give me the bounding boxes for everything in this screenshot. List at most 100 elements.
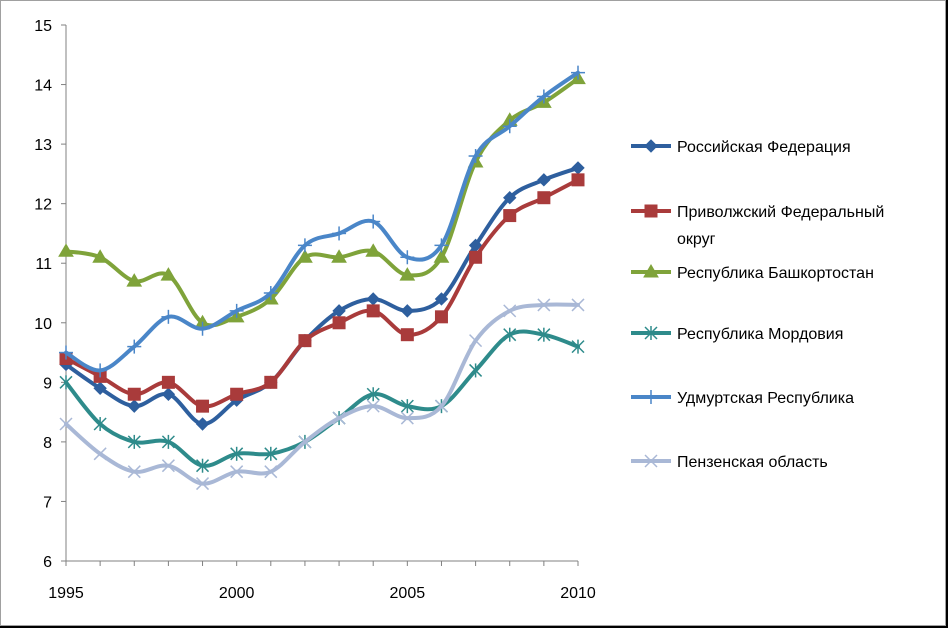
data-point — [400, 304, 415, 318]
series-line — [64, 70, 580, 373]
data-point — [92, 249, 109, 263]
data-point — [468, 149, 483, 164]
legend-item-4: Республика Мордовия — [631, 326, 843, 343]
data-point — [93, 447, 107, 461]
data-point — [366, 387, 380, 402]
data-point — [332, 411, 346, 425]
data-point — [400, 250, 415, 265]
data-point — [434, 310, 448, 324]
data-point — [365, 243, 382, 257]
data-point — [126, 273, 143, 287]
data-point — [161, 375, 175, 389]
data-point — [264, 375, 278, 389]
data-point — [229, 303, 244, 318]
data-point — [537, 298, 551, 312]
data-point — [127, 434, 141, 449]
data-point — [399, 267, 416, 281]
y-tick-label: 15 — [34, 18, 52, 35]
data-point — [332, 226, 347, 241]
data-point — [127, 399, 141, 413]
plot-area — [58, 65, 586, 491]
legend-label: Удмуртская Республика — [677, 390, 854, 407]
data-point — [400, 328, 414, 342]
data-point — [196, 399, 210, 413]
data-point — [571, 339, 585, 354]
legend-swatch-marker — [644, 326, 658, 340]
data-point — [469, 250, 483, 264]
legend-item-3: Республика Башкортостан — [631, 264, 874, 282]
legend-label: Пензенская область — [677, 454, 828, 471]
y-tick-label: 13 — [34, 137, 52, 154]
data-point — [434, 238, 449, 253]
legend-item-6: Пензенская область — [631, 454, 828, 471]
data-point — [127, 387, 141, 401]
data-point — [366, 399, 380, 413]
data-point — [297, 249, 313, 263]
data-point — [161, 434, 175, 449]
legend-swatch-marker — [644, 454, 658, 468]
data-point — [366, 292, 380, 306]
data-point — [434, 399, 448, 413]
data-point — [93, 417, 107, 432]
series-line — [64, 329, 580, 468]
data-point — [469, 363, 483, 378]
data-point — [571, 173, 585, 187]
x-tick-label: 2005 — [390, 585, 426, 602]
data-point — [161, 459, 175, 473]
series-line — [64, 177, 580, 409]
series-line — [64, 165, 580, 427]
data-point — [59, 417, 73, 431]
data-point — [537, 173, 551, 187]
data-point — [503, 304, 517, 318]
legend-label: Республика Мордовия — [677, 326, 843, 343]
data-point — [93, 363, 108, 378]
legend-item-2: Приволжский Федеральный округ — [631, 204, 884, 248]
y-tick-label: 6 — [43, 554, 52, 571]
data-point — [161, 309, 176, 324]
series-2 — [59, 173, 585, 413]
data-point — [127, 339, 142, 354]
legend: Российская Федерация Приволжский Федераль… — [631, 139, 884, 471]
data-point — [366, 304, 380, 318]
legend-swatch-marker — [644, 390, 658, 404]
data-point — [230, 446, 244, 461]
data-point — [400, 411, 414, 425]
y-tick-label: 10 — [34, 316, 52, 333]
legend-swatch-marker — [644, 204, 658, 218]
legend-label: Российская Федерация — [677, 139, 851, 156]
data-point — [571, 161, 585, 175]
data-point — [195, 321, 210, 336]
x-tick-label: 1995 — [48, 585, 84, 602]
y-tick-label: 7 — [43, 494, 52, 511]
data-point — [127, 465, 141, 479]
legend-swatch-marker — [643, 264, 659, 278]
data-point — [298, 435, 312, 449]
data-point — [59, 375, 73, 390]
data-point — [161, 387, 176, 401]
data-point — [536, 89, 551, 104]
data-point — [571, 298, 585, 312]
data-point — [434, 292, 449, 306]
x-tick-label: 2010 — [560, 585, 596, 602]
data-point — [297, 238, 312, 253]
data-point — [537, 327, 551, 342]
legend-label: Приволжский Федеральный — [677, 204, 884, 221]
legend-item-5: Удмуртская Республика — [631, 390, 854, 407]
data-point — [196, 477, 210, 491]
legend-label: Республика Башкортостан — [677, 265, 874, 282]
y-tick-label: 9 — [43, 375, 52, 392]
data-point — [195, 417, 210, 431]
data-point — [502, 119, 517, 134]
data-point — [503, 327, 517, 342]
data-point — [298, 334, 312, 348]
y-tick-label: 12 — [34, 197, 52, 214]
data-point — [160, 267, 177, 281]
data-point — [332, 316, 346, 330]
series-line — [64, 302, 580, 486]
legend-item-1: Российская Федерация — [631, 139, 851, 156]
y-tick-label: 14 — [34, 78, 52, 95]
data-point — [263, 286, 278, 300]
data-point — [503, 191, 517, 205]
